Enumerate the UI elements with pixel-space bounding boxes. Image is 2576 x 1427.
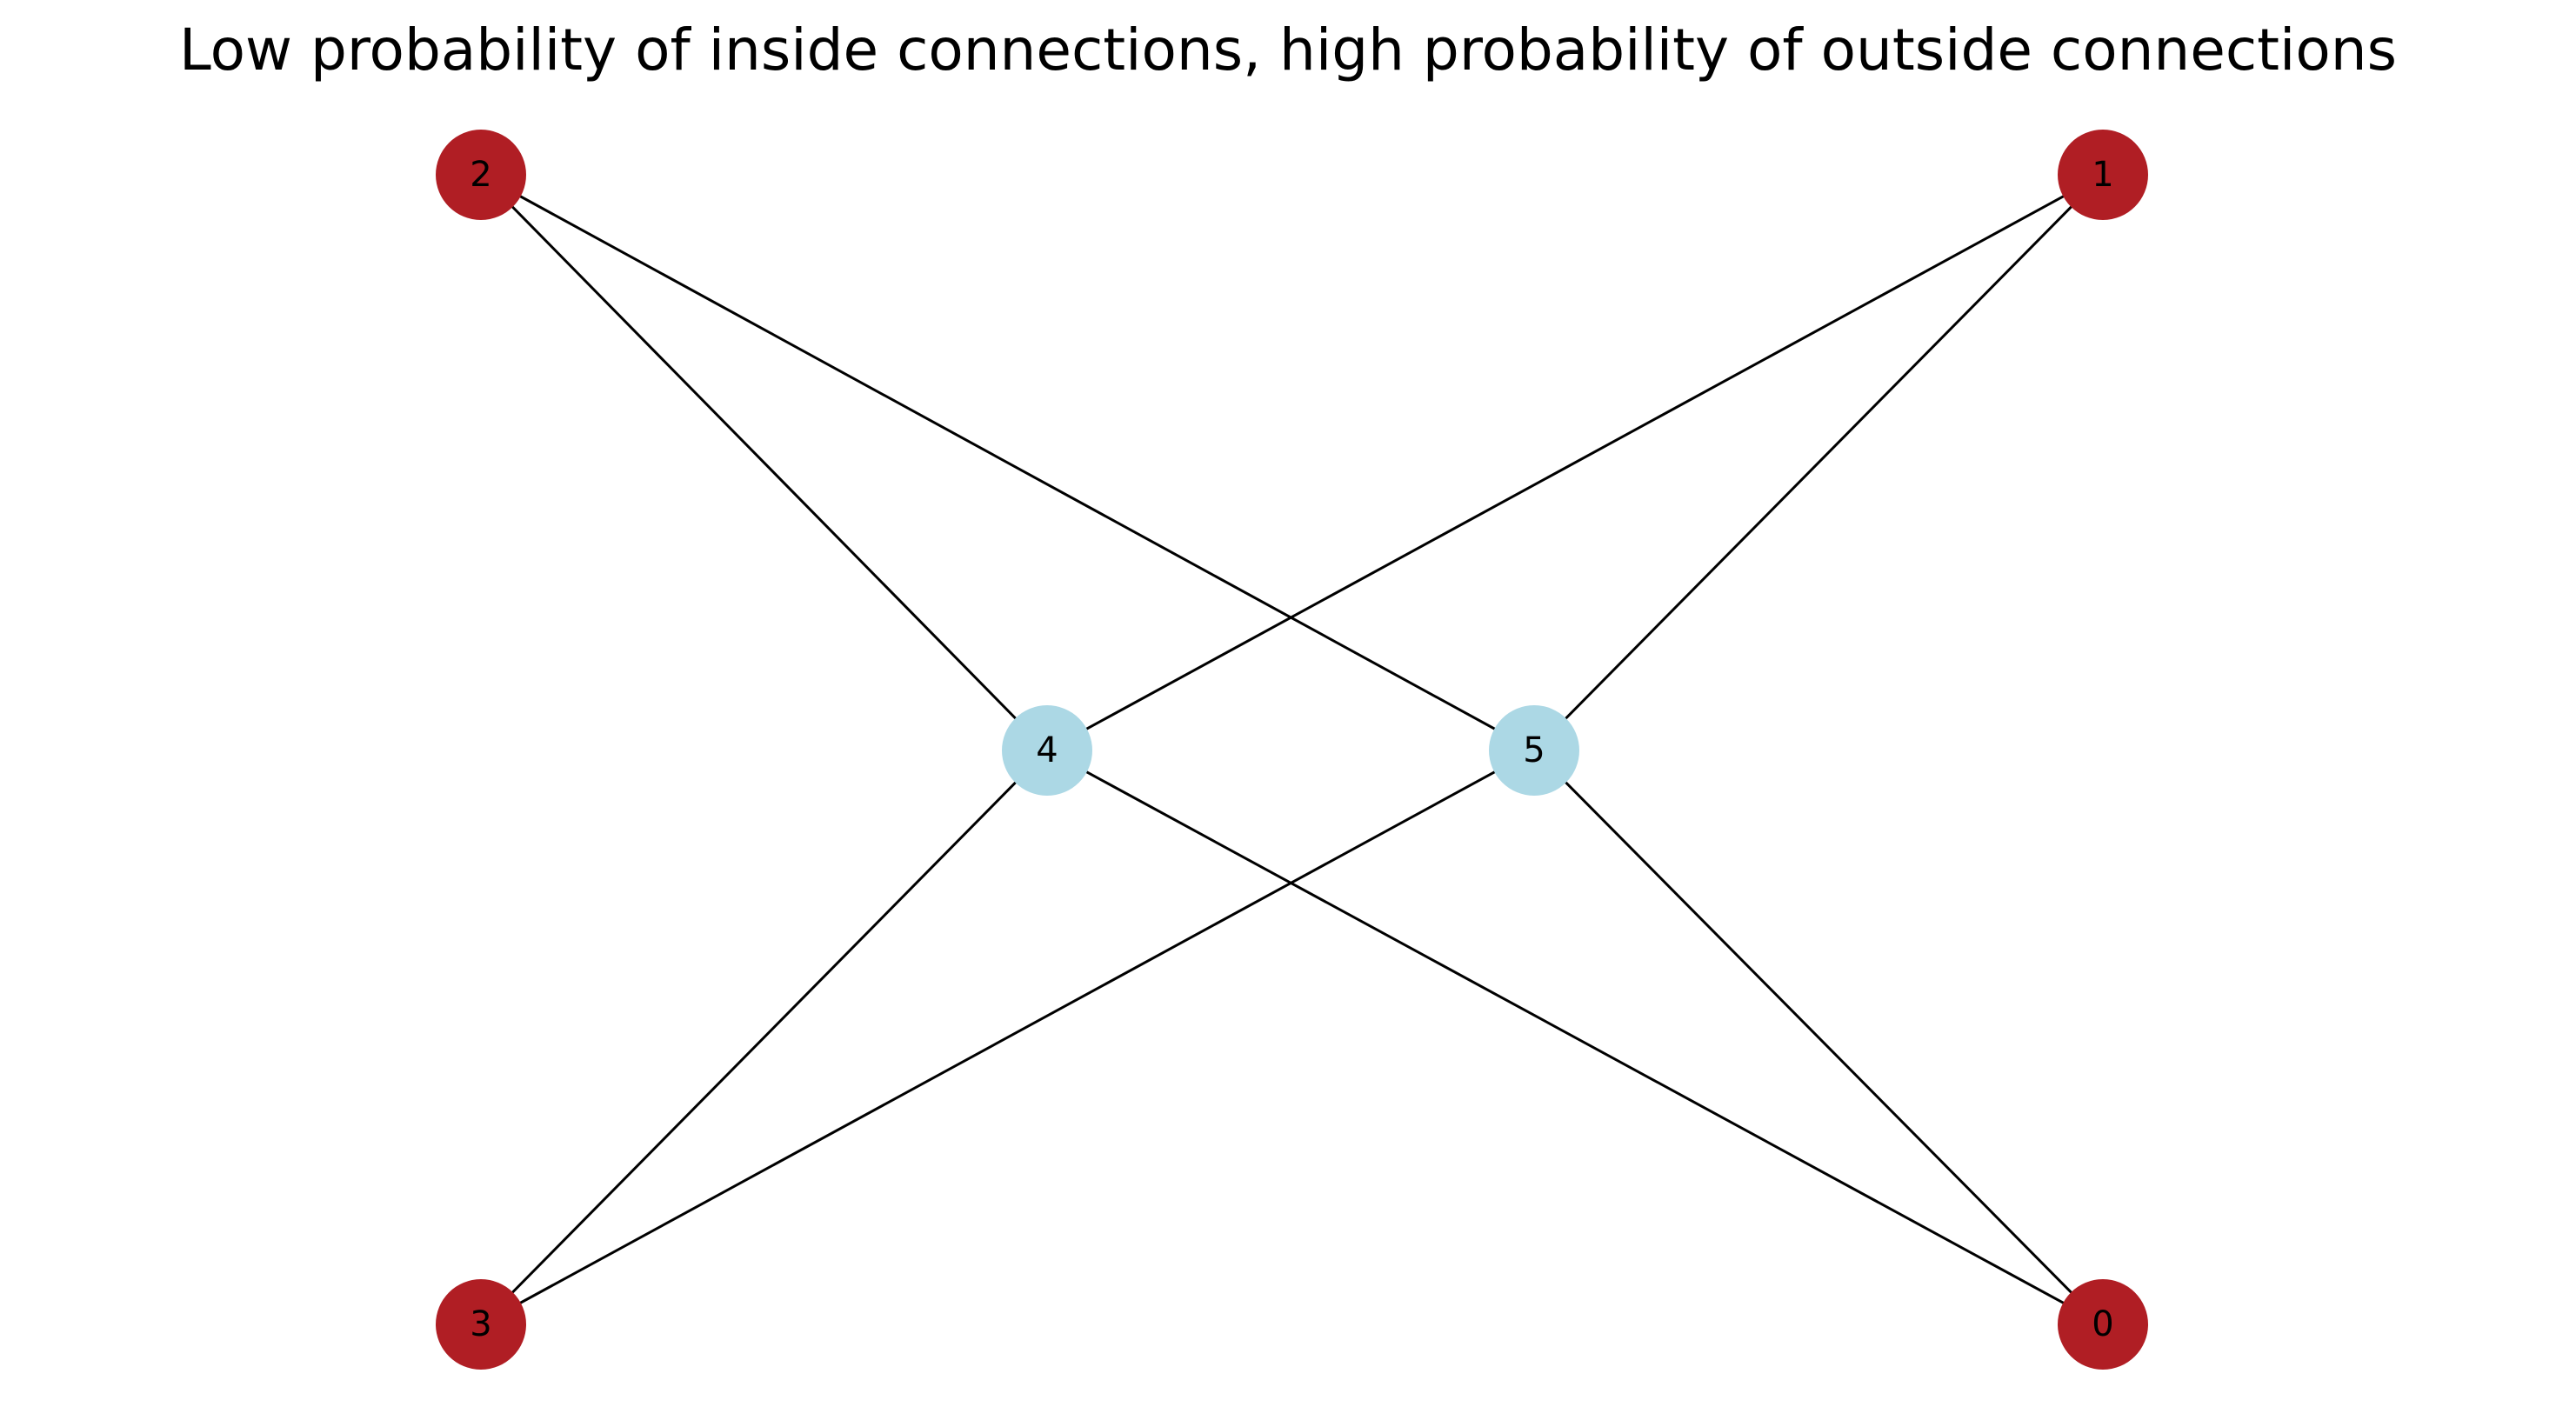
node-5: 5 <box>1489 705 1579 796</box>
node-0-circle <box>2058 1279 2148 1370</box>
edge-3-5 <box>480 749 1535 1326</box>
edge-0-4 <box>1046 749 2104 1326</box>
edge-3-4 <box>479 749 1049 1326</box>
node-1: 1 <box>2058 130 2148 220</box>
edge-0-5 <box>1532 749 2105 1326</box>
node-5-circle <box>1489 705 1579 796</box>
node-0-label: 0 <box>2092 1304 2113 1344</box>
edge-2-5 <box>480 173 1535 752</box>
node-3: 3 <box>436 1279 526 1370</box>
node-4-circle <box>1002 705 1092 796</box>
nodes-layer: 0 1 2 3 4 5 <box>436 130 2148 1370</box>
node-1-label: 1 <box>2092 155 2113 195</box>
node-3-circle <box>436 1279 526 1370</box>
node-1-circle <box>2058 130 2148 220</box>
node-2: 2 <box>436 130 526 220</box>
node-5-label: 5 <box>1523 730 1545 770</box>
node-0: 0 <box>2058 1279 2148 1370</box>
node-2-circle <box>436 130 526 220</box>
diagram-title: Low probability of inside connections, h… <box>179 17 2397 83</box>
node-4: 4 <box>1002 705 1092 796</box>
node-3-label: 3 <box>470 1304 491 1344</box>
node-4-label: 4 <box>1036 730 1058 770</box>
node-2-label: 2 <box>470 155 491 195</box>
edge-1-4 <box>1046 173 2104 752</box>
edge-2-4 <box>479 173 1049 752</box>
edges-layer <box>479 173 2105 1326</box>
edge-1-5 <box>1532 173 2105 752</box>
